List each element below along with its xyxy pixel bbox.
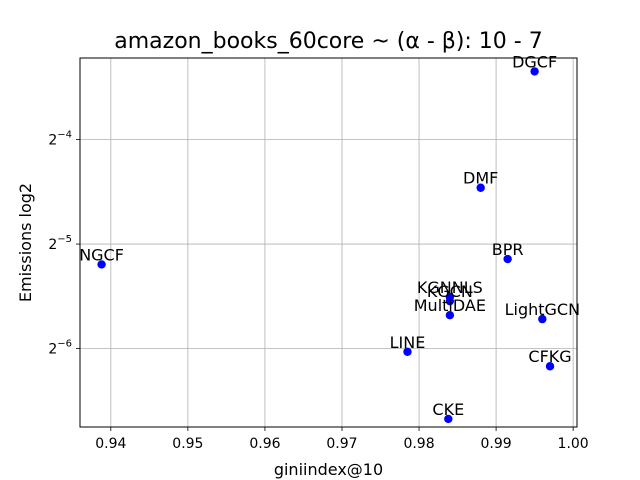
data-point: [445, 292, 455, 302]
data-point: [403, 347, 412, 356]
x-tick-label: 0.99: [481, 436, 512, 452]
point-label: DGCF: [512, 52, 557, 71]
y-tick-label: 2−6: [48, 339, 72, 358]
point-label: LightGCN: [505, 300, 580, 319]
x-tick-label: 0.97: [326, 436, 357, 452]
data-point: [445, 310, 455, 320]
point-label: BPR: [492, 240, 524, 259]
y-tick-label: 2−4: [48, 130, 72, 149]
point-label: MultiDAE: [414, 296, 486, 315]
y-axis-label: Emissions log2: [16, 183, 35, 302]
plot-area-frame: [79, 57, 578, 428]
data-point: [503, 254, 512, 264]
data-point: [538, 314, 547, 324]
y-tick-label: 2−5: [48, 234, 72, 253]
chart-title: amazon_books_60core ~ (α - β): 10 - 7: [114, 29, 542, 54]
point-label: NGCF: [79, 245, 124, 264]
point-label: LINE: [390, 333, 426, 352]
x-tick-label: 0.95: [172, 436, 203, 452]
x-axis-ticks: 0.94 0.95 0.96 0.97 0.98 0.99 1.00: [95, 427, 589, 452]
point-label: KGCN: [427, 282, 473, 301]
point-label: DMF: [463, 169, 498, 188]
data-points: [97, 67, 555, 424]
data-point: [444, 414, 453, 424]
x-tick-label: 0.96: [249, 436, 280, 452]
x-axis-label: giniindex@10: [274, 460, 383, 479]
data-point: [97, 260, 106, 269]
x-tick-label: 1.00: [558, 436, 589, 452]
point-label: KGNNLS: [417, 278, 483, 297]
x-tick-label: 0.98: [403, 436, 434, 452]
point-label: CKE: [432, 400, 464, 419]
grid-lines: [80, 58, 577, 427]
data-point: [530, 67, 539, 76]
point-label: CFKG: [528, 347, 571, 366]
x-tick-label: 0.94: [95, 436, 126, 452]
data-point: [545, 362, 555, 371]
data-point: [476, 183, 485, 192]
y-axis-ticks: 2−4 2−5 2−6: [48, 130, 80, 358]
